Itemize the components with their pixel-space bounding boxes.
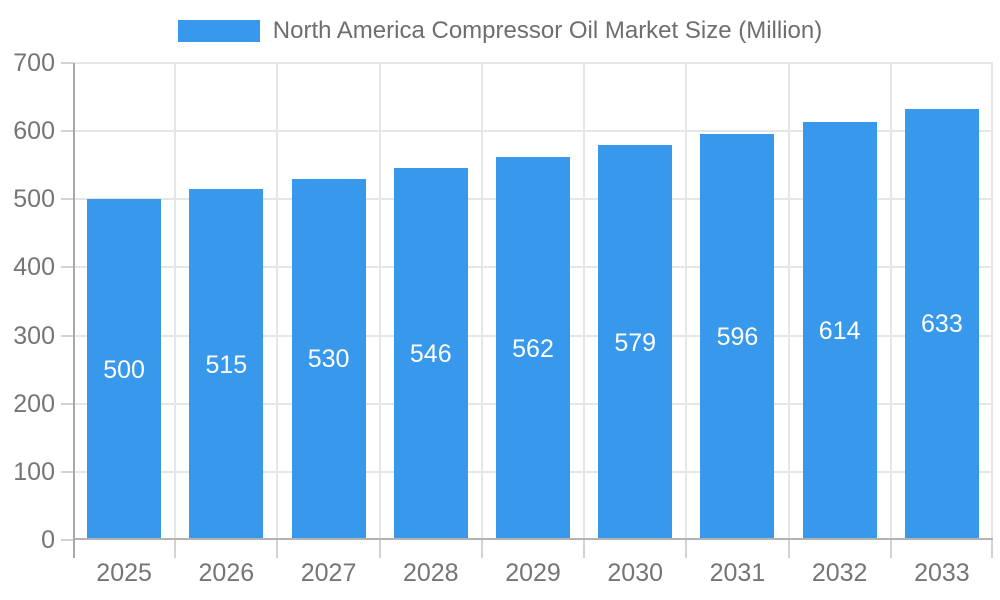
y-axis-tick: [61, 266, 73, 269]
bar-value-label: 579: [614, 328, 657, 357]
gridline-vertical: [276, 63, 279, 540]
x-axis-tick: [685, 540, 688, 558]
y-axis-tick-label: 200: [13, 389, 55, 418]
legend-swatch: [177, 20, 260, 42]
y-axis-tick: [61, 198, 73, 201]
x-axis-tick-label: 2025: [96, 559, 152, 587]
chart-legend-item[interactable]: North America Compressor Oil Market Size…: [0, 17, 1000, 44]
y-axis-tick: [61, 402, 73, 405]
y-axis-tick: [61, 130, 73, 133]
x-axis-tick: [889, 540, 892, 558]
x-axis-tick-label: 2029: [505, 559, 561, 587]
x-axis-tick-label: 2030: [607, 559, 664, 587]
plot-area: 0 100 200 300 400 500 600 700 500 2025 515 2026 530 2…: [13, 49, 993, 587]
bar: [598, 145, 673, 540]
y-axis-tick: [61, 539, 73, 541]
bar: [291, 178, 366, 540]
gridline-horizontal: [73, 130, 993, 133]
bar: [700, 133, 775, 540]
x-axis-line: [73, 538, 993, 540]
gridline-vertical: [787, 63, 790, 540]
x-axis-tick-label: 2027: [300, 559, 357, 587]
bar-value-label: 500: [103, 355, 145, 384]
x-axis-tick: [583, 540, 586, 558]
x-axis-tick-label: 2026: [198, 559, 255, 587]
y-axis-line: [73, 63, 75, 558]
bar-value-label: 515: [205, 350, 248, 379]
x-axis-tick: [991, 540, 993, 558]
x-axis-tick: [480, 540, 483, 558]
bar-value-label: 546: [409, 339, 452, 368]
y-axis-tick-label: 100: [13, 457, 55, 486]
bar: [87, 199, 162, 540]
y-axis-tick: [61, 62, 73, 64]
gridline-vertical: [480, 63, 483, 540]
bar: [904, 108, 979, 540]
gridline-vertical: [583, 63, 586, 540]
legend-label: North America Compressor Oil Market Size…: [272, 17, 823, 44]
y-axis-tick-label: 500: [13, 185, 55, 214]
x-axis-tick-label: 2033: [914, 559, 970, 587]
y-axis-tick-label: 700: [13, 49, 55, 77]
y-axis-tick-label: 300: [13, 321, 55, 350]
bar-value-label: 633: [921, 310, 963, 339]
y-axis-tick-label: 600: [13, 117, 55, 146]
x-axis-tick-label: 2032: [811, 559, 868, 587]
gridline-horizontal: [73, 62, 993, 64]
bar: [496, 157, 570, 540]
x-axis-tick: [787, 540, 790, 558]
bar: [802, 121, 877, 540]
y-axis-tick: [61, 470, 73, 473]
y-axis-tick-label: 400: [13, 253, 55, 282]
gridline-vertical: [889, 63, 892, 540]
x-axis-tick-label: 2028: [402, 559, 459, 587]
gridline-vertical: [685, 63, 688, 540]
bar-value-label: 614: [818, 316, 861, 345]
y-axis-tick: [61, 334, 73, 337]
y-axis-tick-label: 0: [41, 526, 55, 554]
gridline-vertical: [378, 63, 381, 540]
x-axis-tick: [276, 540, 279, 558]
bar: [189, 189, 264, 540]
gridline-vertical: [991, 63, 993, 540]
bar: [393, 167, 468, 540]
x-axis-tick: [378, 540, 381, 558]
bar-value-label: 596: [716, 322, 759, 351]
bar-value-label: 530: [307, 345, 350, 374]
bar-value-label: 562: [512, 334, 554, 363]
x-axis-tick-label: 2031: [709, 559, 766, 587]
gridline-vertical: [174, 63, 177, 540]
x-axis-tick: [174, 540, 177, 558]
